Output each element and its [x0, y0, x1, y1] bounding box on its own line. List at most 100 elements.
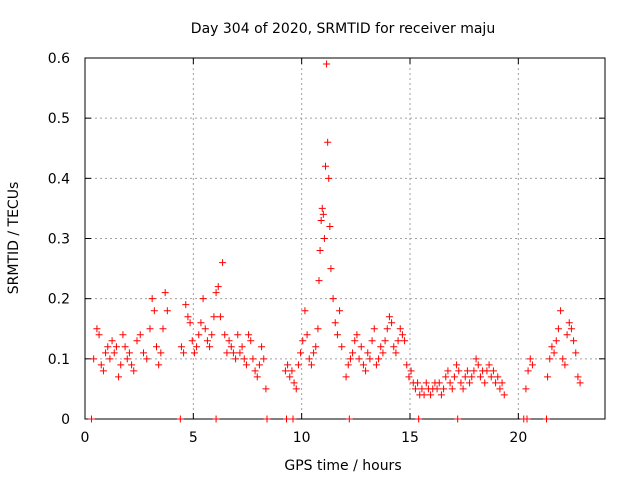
data-point [370, 325, 378, 333]
data-point [466, 379, 474, 387]
data-point [353, 331, 361, 339]
data-point [561, 361, 569, 369]
data-point [201, 325, 209, 333]
data-point [444, 367, 452, 375]
y-tick-label: 0.2 [48, 292, 70, 308]
data-point [396, 325, 404, 333]
data-point [455, 367, 463, 375]
data-point [140, 349, 147, 357]
data-point [574, 373, 582, 381]
data-point [375, 355, 383, 363]
data-point [286, 373, 294, 381]
data-point [190, 349, 198, 357]
data-point [234, 331, 242, 339]
data-point [485, 361, 493, 369]
data-point [342, 373, 350, 381]
data-point [500, 391, 508, 399]
data-point [203, 337, 211, 345]
data-point [546, 355, 554, 363]
data-point [128, 361, 136, 369]
data-point [229, 349, 237, 357]
zero-data-point [263, 415, 271, 423]
data-point [112, 343, 120, 351]
y-axis-label: SRMTID / TECUs [6, 182, 22, 295]
data-point [219, 259, 227, 267]
data-point [106, 355, 114, 363]
data-point [394, 337, 402, 345]
y-tick-label: 0.3 [48, 232, 70, 248]
zero-data-point [523, 415, 531, 423]
data-point [121, 343, 129, 351]
y-tick-label: 0 [61, 412, 70, 428]
data-point [463, 367, 471, 375]
data-point [526, 355, 534, 363]
data-point [528, 361, 536, 369]
data-point [450, 373, 458, 381]
data-point [346, 355, 354, 363]
data-point [324, 138, 332, 146]
data-point [305, 355, 313, 363]
data-point [258, 343, 266, 351]
y-tick-label: 0.5 [48, 111, 70, 127]
data-point [186, 319, 194, 327]
zero-data-point [543, 415, 550, 423]
data-point [212, 289, 220, 297]
data-point [403, 361, 411, 369]
data-point [102, 349, 110, 357]
zero-data-point [345, 415, 353, 423]
data-point [468, 373, 476, 381]
data-point [260, 355, 268, 363]
data-point [498, 379, 506, 387]
data-point [557, 307, 565, 315]
y-tick-label: 0.6 [48, 51, 70, 67]
x-tick-label: 0 [81, 430, 90, 446]
zero-data-point [176, 415, 184, 423]
data-point [315, 277, 323, 285]
data-point [461, 373, 469, 381]
data-point [153, 343, 160, 351]
data-point [524, 367, 532, 375]
data-point [223, 349, 231, 357]
data-point [197, 319, 205, 327]
data-point [307, 361, 315, 369]
data-point [414, 379, 422, 387]
data-point [225, 337, 233, 345]
data-point [362, 367, 370, 375]
data-point [288, 367, 296, 375]
data-point [344, 361, 352, 369]
data-point [249, 355, 257, 363]
data-point [320, 235, 328, 242]
data-point [383, 325, 391, 333]
data-point [381, 337, 389, 345]
data-point [398, 331, 406, 339]
data-point [437, 391, 445, 399]
data-point [238, 343, 246, 351]
zero-data-point [415, 415, 423, 423]
data-point [487, 373, 495, 381]
data-point [240, 355, 248, 363]
zero-data-point [454, 415, 462, 423]
data-point [481, 379, 489, 387]
data-point [180, 349, 188, 357]
data-point [130, 367, 138, 375]
data-point [453, 361, 461, 369]
data-point [476, 373, 484, 381]
chart-title: Day 304 of 2020, SRMTID for receiver maj… [191, 21, 495, 37]
data-point [232, 355, 240, 363]
zero-data-point [283, 415, 290, 423]
data-point [110, 349, 118, 357]
data-point [474, 361, 482, 369]
data-point [208, 331, 216, 339]
data-point [294, 361, 302, 369]
data-point [435, 379, 443, 387]
data-point [314, 325, 322, 333]
zero-data-point [88, 415, 95, 423]
data-point [301, 307, 309, 315]
data-point [357, 343, 365, 351]
data-point [422, 379, 430, 387]
data-point [355, 355, 363, 363]
data-point [418, 385, 426, 393]
data-point [496, 385, 504, 393]
data-point [150, 307, 158, 315]
x-tick-label: 15 [401, 430, 419, 446]
